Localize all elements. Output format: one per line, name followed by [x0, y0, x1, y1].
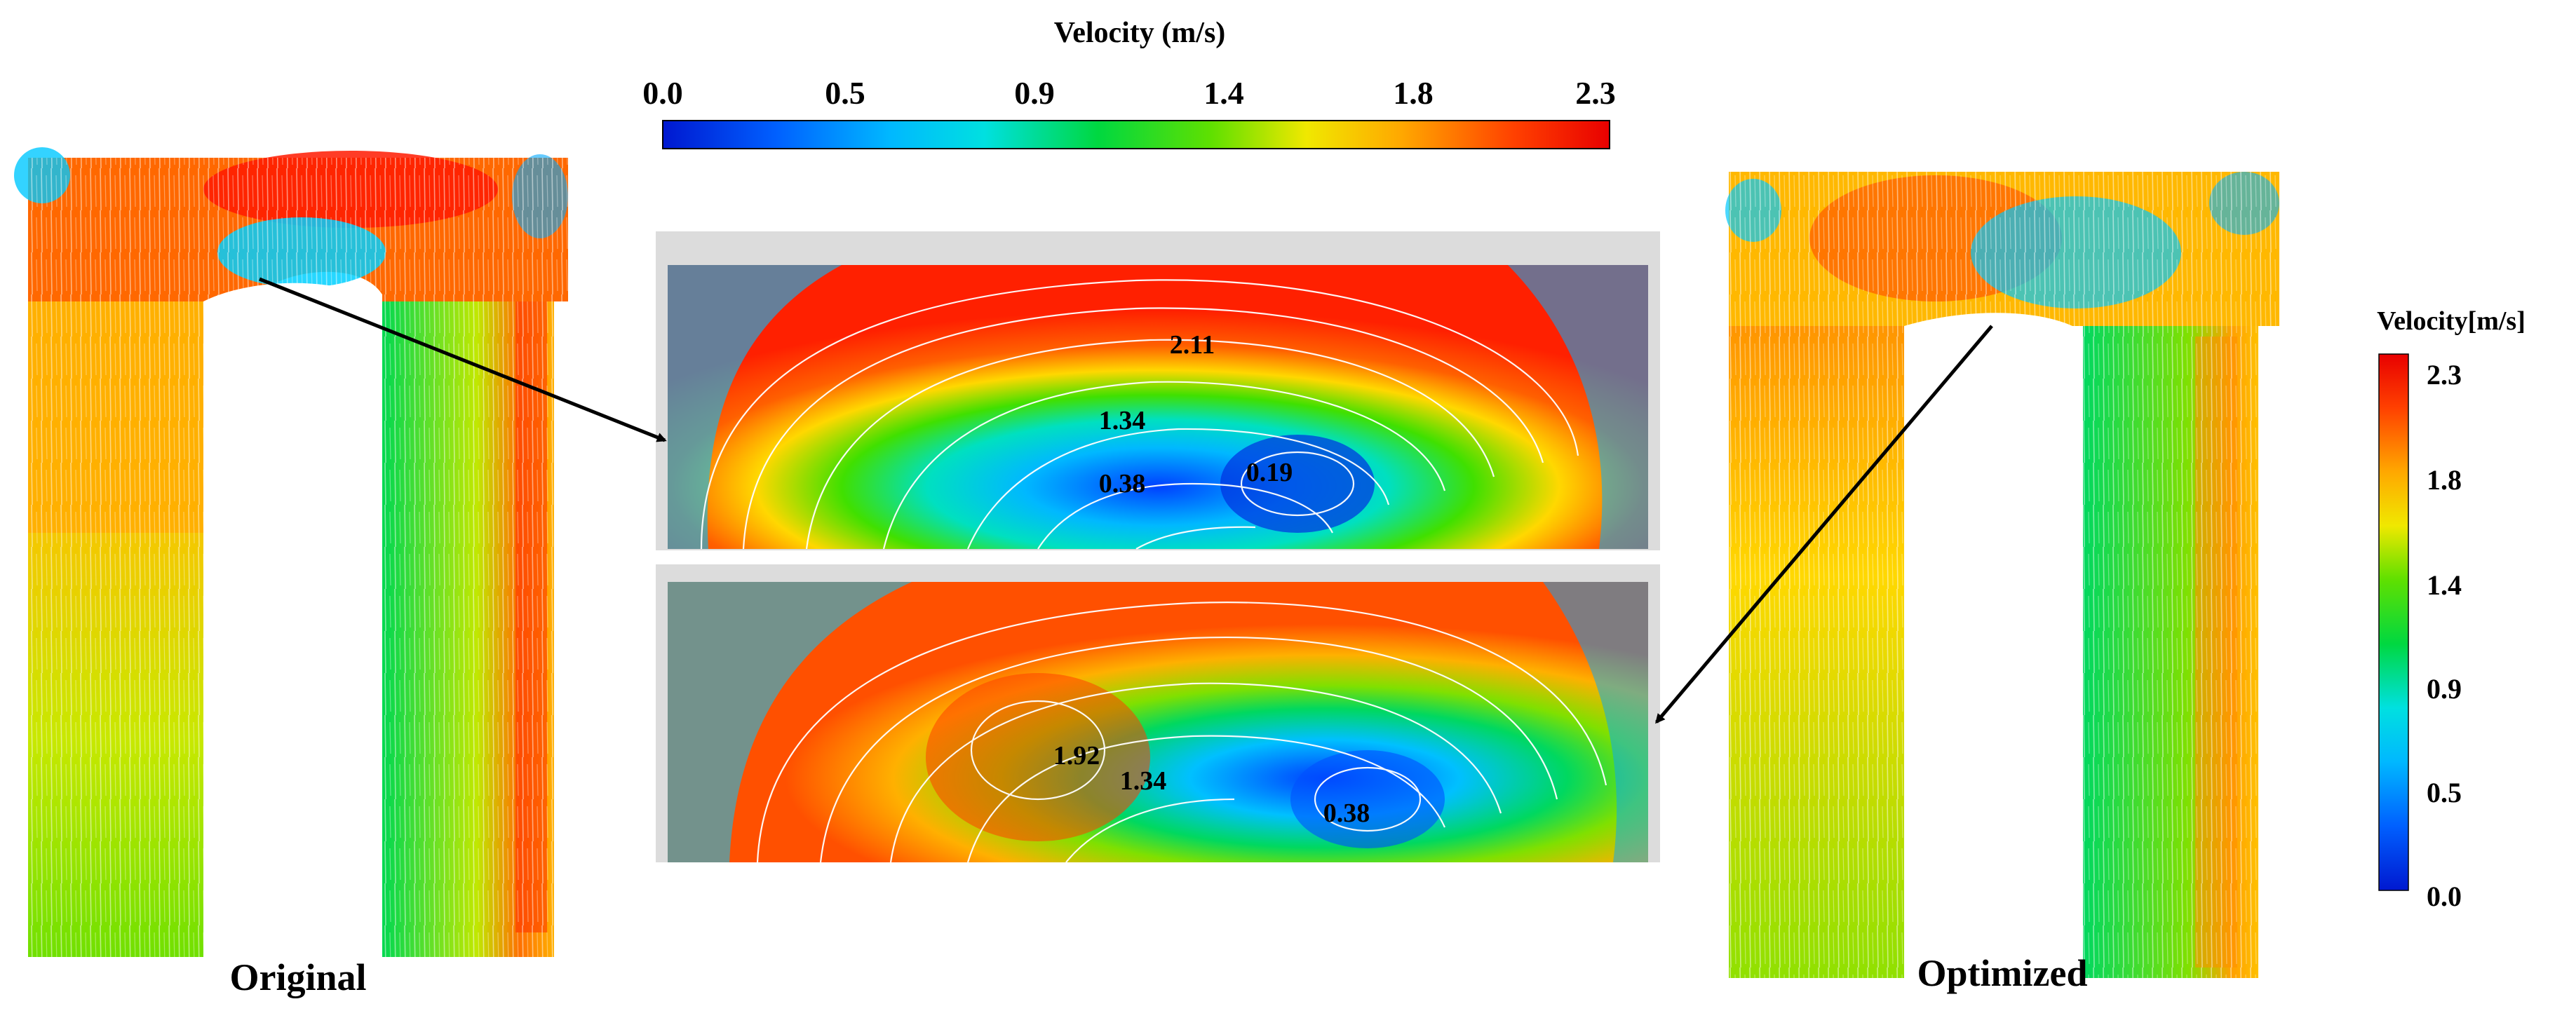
top-colorbar-tick: 0.5 [825, 75, 865, 111]
top-colorbar-tick: 1.8 [1393, 75, 1434, 111]
side-colorbar-tick: 0.5 [2427, 777, 2462, 808]
original-flow-panel: Original [14, 147, 568, 998]
optimized-label: Optimized [1917, 952, 2088, 994]
top-colorbar: Velocity (m/s) 0.0 0.5 0.9 1.4 1.8 2.3 [642, 17, 1616, 149]
side-colorbar: Velocity[m/s] 2.3 1.8 1.4 0.9 0.5 0.0 [2377, 306, 2526, 912]
zoom-panel-bottom: 1.92 1.34 0.38 [656, 564, 1660, 863]
side-colorbar-tick: 2.3 [2427, 359, 2462, 391]
original-label: Original [229, 956, 366, 998]
side-colorbar-tick: 0.9 [2427, 673, 2462, 705]
side-colorbar-gradient [2378, 353, 2409, 891]
zoom-arrow-optimized [1655, 325, 1993, 724]
contour-label: 0.38 [1323, 799, 1370, 828]
zoom-panel-top: 2.11 1.34 0.38 0.19 [656, 231, 1660, 550]
side-colorbar-tick: 1.8 [2427, 464, 2462, 496]
top-colorbar-tick: 2.3 [1575, 75, 1616, 111]
contour-label: 1.34 [1120, 766, 1167, 796]
top-colorbar-tick: 0.9 [1014, 75, 1055, 111]
top-colorbar-title: Velocity (m/s) [1054, 17, 1226, 49]
side-colorbar-tick: 0.0 [2427, 881, 2462, 912]
top-colorbar-tick: 1.4 [1203, 75, 1244, 111]
contour-label: 0.19 [1246, 458, 1293, 487]
optimized-flow-panel: Optimized [1725, 172, 2279, 994]
contour-label: 1.92 [1053, 741, 1100, 771]
top-colorbar-gradient [662, 120, 1610, 149]
contour-label: 2.11 [1170, 330, 1215, 360]
zoom-arrow-original [259, 277, 667, 442]
contour-label: 0.38 [1099, 469, 1146, 498]
contour-label: 1.34 [1099, 406, 1146, 435]
side-colorbar-tick: 1.4 [2427, 569, 2462, 601]
side-colorbar-title: Velocity[m/s] [2377, 306, 2526, 336]
top-colorbar-tick: 0.0 [642, 75, 683, 111]
